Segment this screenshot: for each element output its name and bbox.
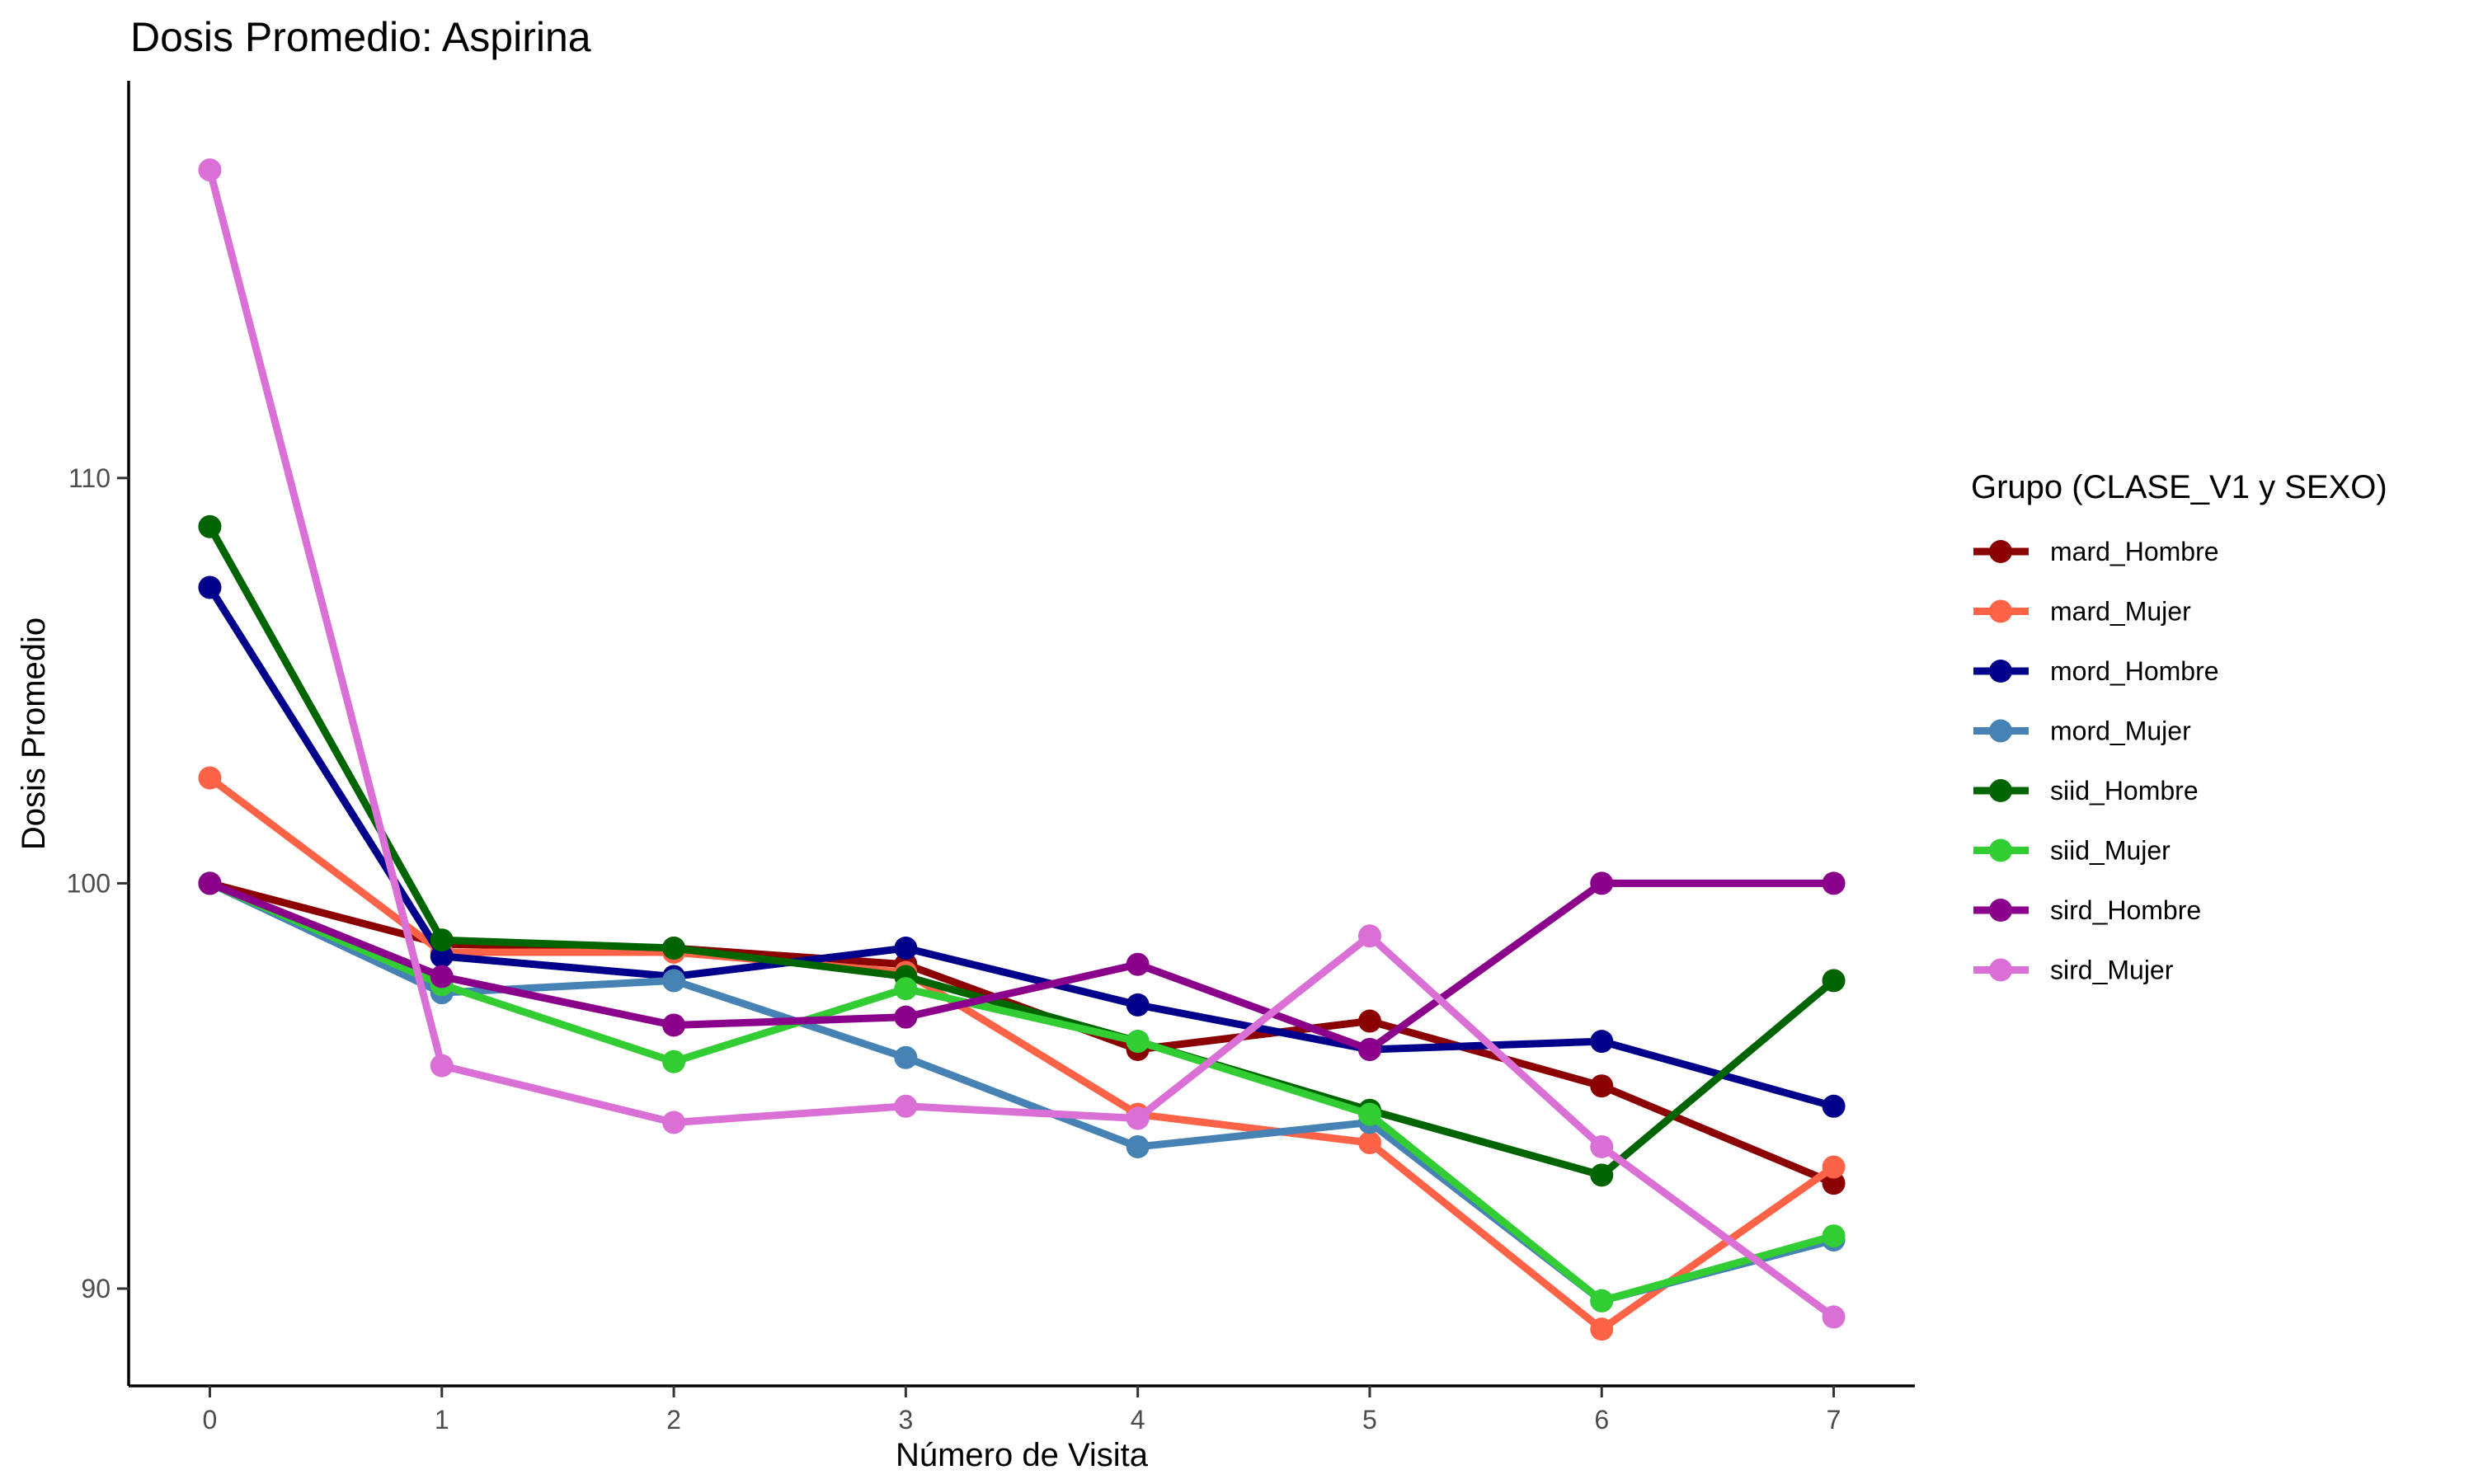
series-line-sird_Hombre [208,879,1834,1054]
y-tick-label: 90 [81,1274,111,1303]
data-point-sird_Hombre [1590,871,1614,895]
data-point-siid_Hombre [662,937,686,960]
data-point-sird_Hombre [1822,871,1846,895]
x-tick-label: 6 [1594,1405,1609,1435]
data-point-sird_Mujer [1590,1134,1614,1158]
data-point-mord_Mujer [1126,1134,1150,1158]
y-tick-label: 100 [67,868,111,898]
data-point-sird_Hombre [198,871,222,895]
data-point-mard_Mujer [198,766,222,790]
data-point-sird_Mujer [198,158,222,182]
x-tick-label: 2 [666,1405,681,1435]
data-point-mord_Hombre [894,937,918,960]
data-point-sird_Mujer [430,1054,454,1078]
y-axis-ticks: 90 100 110 [67,463,129,1303]
data-point-siid_Mujer [1357,1102,1381,1126]
data-point-siid_Hombre [1822,969,1846,993]
data-point-sird_Mujer [662,1111,686,1134]
series-line-mord_Hombre [206,585,1835,1111]
data-point-sird_Hombre [662,1013,686,1037]
data-point-mord_Hombre [1590,1030,1614,1054]
x-tick-label: 0 [203,1405,218,1435]
legend-key-point [1989,540,2012,563]
x-axis-ticks: 0 1 2 3 4 5 6 7 [203,1386,1841,1435]
data-point-mard_Hombre [1822,1172,1846,1195]
legend-item-mord_Hombre: mord_Hombre [2050,656,2219,686]
legend-key-point [1989,779,2012,802]
y-axis-title: Dosis Promedio [16,618,52,850]
data-point-sird_Hombre [1357,1037,1381,1061]
legend-item-mard_Mujer: mard_Mujer [2050,597,2191,627]
data-point-mord_Hombre [198,575,222,599]
data-point-siid_Hombre [198,514,222,538]
data-point-sird_Mujer [1822,1305,1846,1329]
data-point-siid_Hombre [1590,1163,1614,1187]
data-point-mord_Mujer [662,969,686,993]
legend-item-sird_Mujer: sird_Mujer [2050,956,2174,985]
x-tick-label: 1 [435,1405,449,1435]
plot-area [198,158,1846,1341]
data-point-mord_Mujer [894,1045,918,1069]
x-tick-label: 4 [1131,1405,1145,1435]
series-line-siid_Hombre [206,524,1837,1179]
legend-key-point [1989,660,2012,683]
x-axis-title: Número de Visita [896,1437,1149,1473]
data-point-siid_Mujer [1590,1289,1614,1313]
series-line-sird_Mujer [206,169,1837,1321]
data-point-sird_Mujer [1357,924,1381,948]
y-tick-label: 110 [68,463,111,493]
series-line-siid_Mujer [208,880,1835,1305]
data-point-siid_Mujer [894,977,918,1001]
legend-key-point [1989,599,2012,623]
series-line-mard_Mujer [207,774,1837,1333]
data-point-mord_Hombre [1822,1094,1846,1118]
legend-item-sird_Hombre: sird_Hombre [2050,895,2201,925]
data-point-mard_Mujer [1590,1317,1614,1341]
chart-title: Dosis Promedio: Aspirina [130,14,591,60]
data-point-siid_Mujer [1126,1030,1150,1054]
x-tick-label: 3 [898,1405,913,1435]
data-point-siid_Mujer [662,1050,686,1073]
legend-title: Grupo (CLASE_V1 y SEXO) [1971,469,2387,505]
legend: Grupo (CLASE_V1 y SEXO) mard_Hombre mard_… [1971,469,2387,985]
data-point-sird_Mujer [894,1094,918,1118]
data-point-mord_Hombre [1126,993,1150,1017]
legend-item-siid_Hombre: siid_Hombre [2050,776,2199,805]
data-point-mord_Hombre [430,944,454,968]
legend-item-siid_Mujer: siid_Mujer [2050,836,2171,866]
x-tick-label: 7 [1827,1405,1841,1435]
data-point-mard_Mujer [1822,1155,1846,1179]
data-point-mard_Mujer [1357,1131,1381,1155]
data-point-sird_Hombre [894,1005,918,1029]
data-point-siid_Hombre [430,928,454,952]
legend-item-mord_Mujer: mord_Mujer [2050,716,2191,746]
legend-key-point [1989,899,2012,922]
data-point-sird_Mujer [1126,1106,1150,1130]
legend-key-point [1989,719,2012,743]
data-point-sird_Hombre [430,965,454,989]
data-point-sird_Hombre [1126,952,1150,976]
data-point-mard_Hombre [1590,1074,1614,1098]
data-point-siid_Mujer [1822,1224,1846,1248]
data-point-mard_Hombre [1357,1009,1381,1033]
legend-key-point [1989,958,2012,982]
legend-key-point [1989,838,2012,862]
legend-item-mard_Hombre: mard_Hombre [2050,537,2219,566]
x-tick-label: 5 [1362,1405,1377,1435]
